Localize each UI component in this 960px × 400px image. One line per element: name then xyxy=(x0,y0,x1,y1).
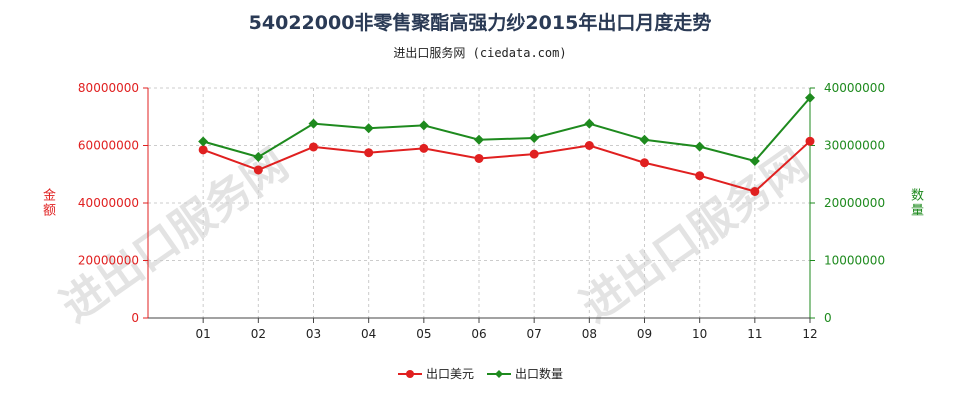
legend-label: 出口美元 xyxy=(426,367,474,381)
data-point-circle xyxy=(584,141,594,150)
x-tick-label: 11 xyxy=(747,327,762,341)
data-point-diamond xyxy=(694,141,705,152)
legend-label: 出口数量 xyxy=(515,366,563,381)
data-point-circle xyxy=(750,187,760,196)
right-tick-label: 0 xyxy=(824,311,832,325)
data-point-diamond xyxy=(363,123,374,134)
data-point-circle xyxy=(309,142,318,152)
gridlines xyxy=(148,87,811,318)
legend: 出口美元 出口数量 xyxy=(398,366,563,381)
data-point-circle xyxy=(695,171,705,181)
legend-marker-circle xyxy=(406,370,414,378)
right-tick-label: 30000000 xyxy=(824,139,885,153)
series xyxy=(198,92,815,196)
data-point-diamond xyxy=(805,92,815,103)
x-tick-label: 07 xyxy=(527,327,542,341)
left-tick-label: 0 xyxy=(131,311,139,325)
left-axis-title: 金额 xyxy=(40,188,55,218)
chart-subtitle: 进出口服务网 (ciedata.com) xyxy=(393,46,567,60)
data-point-circle xyxy=(253,165,263,175)
right-tick-label: 20000000 xyxy=(824,196,885,210)
data-point-circle xyxy=(198,145,208,155)
x-tick-label: 09 xyxy=(637,327,652,341)
left-tick-label: 60000000 xyxy=(78,139,139,153)
data-point-circle xyxy=(805,136,815,146)
x-tick-label: 10 xyxy=(692,327,707,341)
legend-marker-diamond xyxy=(495,370,503,378)
left-tick-label: 40000000 xyxy=(78,196,139,210)
x-tick-label: 01 xyxy=(196,327,211,341)
axes: 0 20000000 40000000 60000000 80000000 0 100000… xyxy=(78,81,885,341)
data-point-circle xyxy=(364,148,374,158)
data-point-diamond xyxy=(639,134,650,145)
data-point-diamond xyxy=(308,118,319,129)
data-point-diamond xyxy=(474,134,484,145)
right-tick-label: 40000000 xyxy=(824,81,885,95)
data-point-circle xyxy=(640,158,649,168)
right-tick-label: 10000000 xyxy=(824,254,885,268)
data-point-diamond xyxy=(749,156,760,167)
x-tick-label: 05 xyxy=(416,327,431,341)
data-point-diamond xyxy=(584,118,595,129)
data-point-circle xyxy=(474,153,484,163)
chart-title: 54022000非零售聚酯高强力纱2015年出口月度走势 xyxy=(248,12,712,34)
data-point-diamond xyxy=(253,152,264,162)
x-tick-label: 04 xyxy=(361,327,376,341)
left-tick-label: 80000000 xyxy=(78,81,139,95)
x-tick-label: 03 xyxy=(306,327,321,341)
data-point-diamond xyxy=(418,120,429,131)
series-line-right xyxy=(202,97,811,163)
x-tick-label: 12 xyxy=(802,327,817,341)
x-tick-label: 08 xyxy=(582,327,597,341)
series-line-left xyxy=(202,140,811,193)
data-point-diamond xyxy=(529,133,540,144)
x-tick-label: 06 xyxy=(471,327,486,341)
data-point-circle xyxy=(419,143,429,153)
data-point-circle xyxy=(529,149,539,159)
right-axis-title: 数量 xyxy=(908,188,923,218)
x-tick-label: 02 xyxy=(251,327,266,341)
left-tick-label: 20000000 xyxy=(78,254,139,268)
data-point-diamond xyxy=(198,136,209,147)
